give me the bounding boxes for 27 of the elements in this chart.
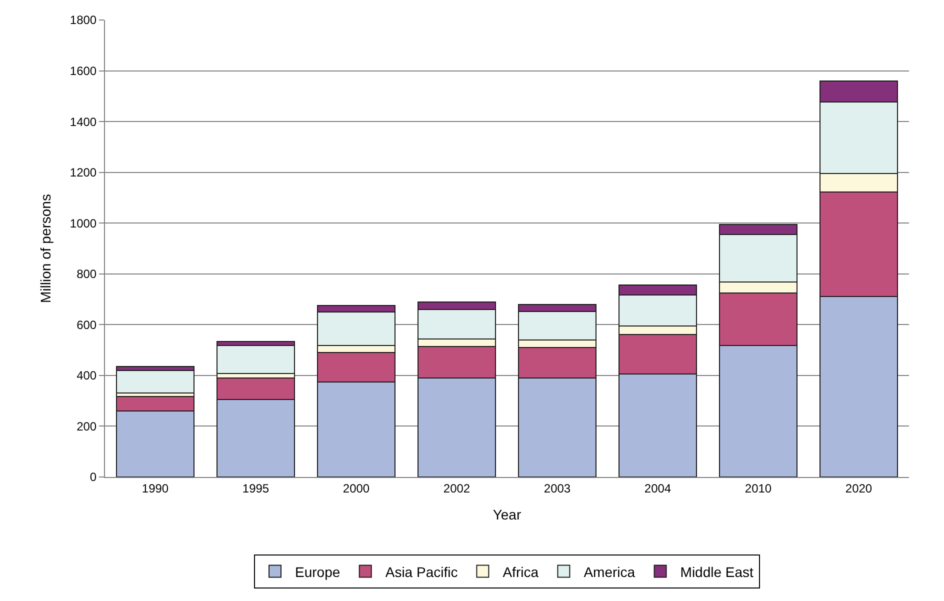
x-tick-label: 2002 <box>443 481 470 496</box>
y-tick-label: 600 <box>76 318 97 332</box>
x-tick-label: 2000 <box>342 481 370 496</box>
y-tick-label: 200 <box>76 419 97 434</box>
x-tick-label: 2020 <box>845 481 872 496</box>
y-tick-label: 1000 <box>70 216 97 230</box>
legend-label: Europe <box>295 564 340 580</box>
y-tick-label: 1200 <box>70 166 97 180</box>
x-tick-label: 1990 <box>142 481 169 496</box>
bar <box>216 344 295 374</box>
y-tick-label: 800 <box>76 267 97 282</box>
bar <box>116 370 194 394</box>
legend-label: Africa <box>502 564 539 580</box>
y-tick-label: 0 <box>90 470 97 484</box>
x-tick-label: 2010 <box>744 481 772 496</box>
x-axis-title: Year <box>492 506 522 523</box>
legend-label: Asia Pacific <box>385 564 458 580</box>
x-tick-label: 2003 <box>544 481 571 496</box>
y-tick-label: 1600 <box>70 64 97 78</box>
legend-label: Middle East <box>680 564 754 580</box>
y-tick-label: 1800 <box>70 13 97 28</box>
legend-label: America <box>584 564 636 580</box>
y-axis-title: Million of persons <box>37 194 54 303</box>
y-tick-label: 1400 <box>70 114 97 129</box>
y-tick-label: 400 <box>76 368 97 383</box>
x-tick-label: 2004 <box>644 481 672 496</box>
x-tick-label: 1995 <box>242 481 270 496</box>
